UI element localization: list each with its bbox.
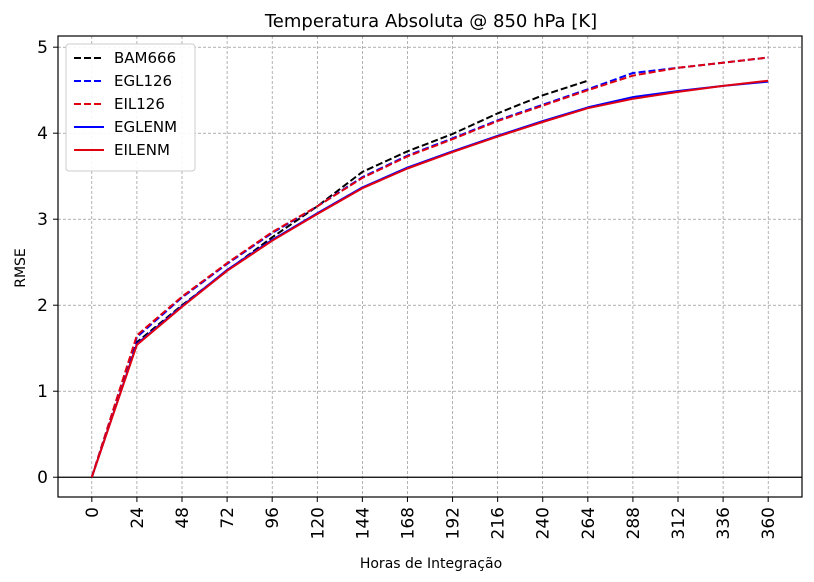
- x-tick-label: 264: [579, 507, 599, 539]
- plot-frame: [57, 35, 803, 498]
- legend-box: [65, 43, 196, 172]
- axis-ticks: 0 24 48 72 96 120 144 168 192 216 240 264 288 312 336 3…: [37, 38, 779, 539]
- y-tick-label: 2: [37, 296, 48, 316]
- y-tick-label: 3: [37, 210, 48, 230]
- series-line-eil126: [90, 56, 769, 478]
- x-tick-label: 312: [669, 507, 689, 539]
- legend-label: BAM666: [114, 49, 176, 67]
- x-tick-label: 144: [353, 507, 373, 539]
- y-tick-label: 5: [37, 38, 48, 58]
- x-tick-label: 48: [173, 507, 193, 529]
- x-tick-label: 240: [534, 507, 554, 539]
- x-tick-label: 24: [128, 507, 148, 529]
- legend: BAM666 EGL126 EIL126 EGLENM EILENM: [65, 43, 196, 172]
- y-tick-label: 0: [37, 468, 48, 488]
- legend-label: EILENM: [114, 141, 170, 159]
- x-tick-label: 336: [714, 507, 734, 539]
- chart-title: Temperatura Absoluta @ 850 hPa [K]: [264, 11, 597, 32]
- series-line-eilenm: [90, 79, 769, 478]
- x-tick-label: 192: [444, 507, 464, 539]
- legend-label: EIL126: [114, 95, 165, 113]
- legend-label: EGL126: [114, 72, 172, 90]
- x-tick-label: 360: [759, 507, 779, 539]
- x-tick-label: 96: [263, 507, 283, 529]
- y-tick-label: 1: [37, 382, 48, 402]
- x-tick-label: 0: [83, 507, 103, 518]
- x-tick-label: 168: [398, 507, 418, 539]
- x-axis-label: Horas de Integração: [360, 556, 502, 572]
- legend-label: EGLENM: [114, 118, 177, 136]
- x-tick-label: 72: [218, 507, 238, 529]
- y-tick-label: 4: [37, 124, 48, 144]
- x-tick-label: 288: [624, 507, 644, 539]
- series-layer: [90, 56, 769, 478]
- x-tick-label: 216: [489, 507, 509, 539]
- x-tick-label: 120: [308, 507, 328, 539]
- y-axis-label: RMSE: [13, 248, 29, 288]
